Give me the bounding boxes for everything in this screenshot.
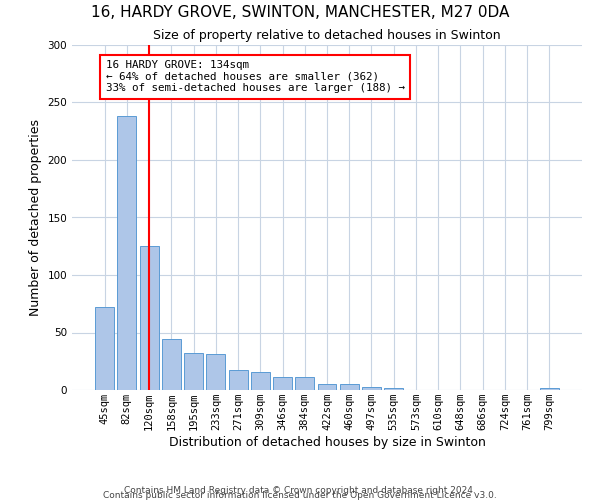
- Bar: [273, 378, 292, 390]
- Text: 16, HARDY GROVE, SWINTON, MANCHESTER, M27 0DA: 16, HARDY GROVE, SWINTON, MANCHESTER, M2…: [91, 5, 509, 20]
- Bar: [251, 372, 270, 390]
- Bar: [95, 307, 114, 390]
- X-axis label: Distribution of detached houses by size in Swinton: Distribution of detached houses by size …: [169, 436, 485, 449]
- Bar: [384, 388, 403, 390]
- Text: Contains HM Land Registry data © Crown copyright and database right 2024.: Contains HM Land Registry data © Crown c…: [124, 486, 476, 495]
- Bar: [295, 378, 314, 390]
- Bar: [229, 370, 248, 390]
- Bar: [140, 246, 158, 390]
- Bar: [540, 388, 559, 390]
- Bar: [184, 353, 203, 390]
- Bar: [362, 386, 381, 390]
- Y-axis label: Number of detached properties: Number of detached properties: [29, 119, 42, 316]
- Text: 16 HARDY GROVE: 134sqm
← 64% of detached houses are smaller (362)
33% of semi-de: 16 HARDY GROVE: 134sqm ← 64% of detached…: [106, 60, 405, 93]
- Bar: [317, 384, 337, 390]
- Title: Size of property relative to detached houses in Swinton: Size of property relative to detached ho…: [153, 30, 501, 43]
- Bar: [340, 384, 359, 390]
- Text: Contains public sector information licensed under the Open Government Licence v3: Contains public sector information licen…: [103, 490, 497, 500]
- Bar: [118, 116, 136, 390]
- Bar: [206, 354, 225, 390]
- Bar: [162, 340, 181, 390]
